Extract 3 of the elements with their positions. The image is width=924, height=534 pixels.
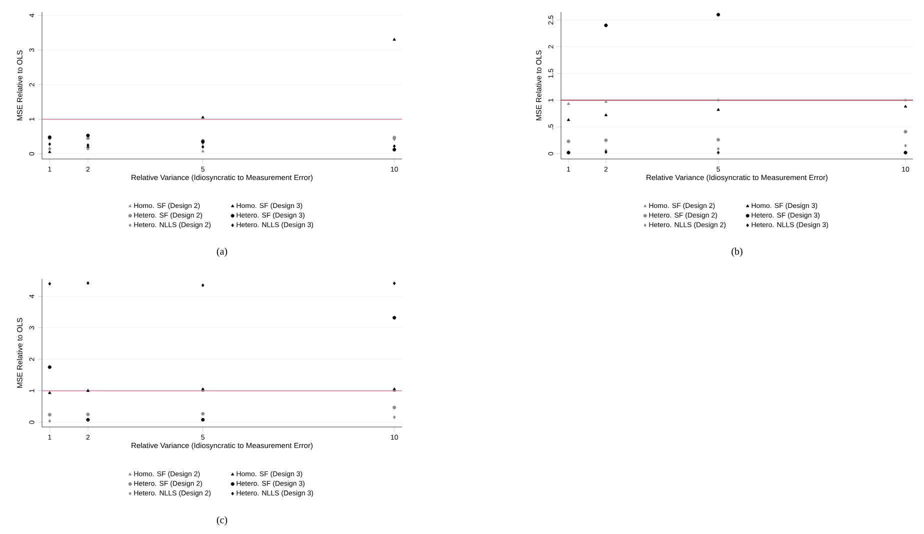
text: (b) bbox=[732, 248, 742, 257]
text: (a) bbox=[216, 248, 228, 257]
text: (c) bbox=[216, 516, 228, 526]
